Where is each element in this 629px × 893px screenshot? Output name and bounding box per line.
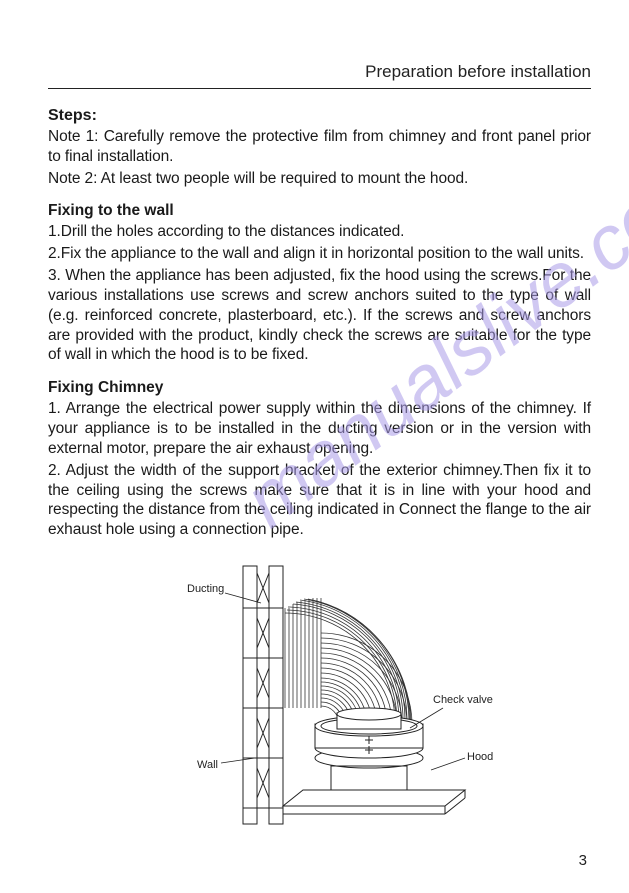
label-ducting: Ducting: [187, 583, 224, 595]
fixing-wall-title: Fixing to the wall: [48, 202, 591, 220]
note-2: Note 2: At least two people will be requ…: [48, 169, 591, 189]
fixing-wall-2: 2.Fix the appliance to the wall and alig…: [48, 244, 591, 264]
fixing-chimney-1: 1. Arrange the electrical power supply w…: [48, 399, 591, 458]
fixing-chimney-title: Fixing Chimney: [48, 379, 591, 397]
installation-diagram: Ducting Wall Check valve Hood: [135, 558, 505, 828]
steps-label: Steps:: [48, 107, 591, 125]
note-1: Note 1: Carefully remove the protective …: [48, 127, 591, 167]
label-check-valve: Check valve: [433, 694, 493, 706]
page-header: Preparation before installation: [48, 62, 591, 89]
fixing-wall-3: 3. When the appliance has been adjusted,…: [48, 266, 591, 365]
label-wall: Wall: [197, 759, 218, 771]
page-number: 3: [579, 852, 587, 869]
label-hood: Hood: [467, 751, 493, 763]
fixing-chimney-2: 2. Adjust the width of the support brack…: [48, 461, 591, 540]
fixing-wall-1: 1.Drill the holes according to the dista…: [48, 222, 591, 242]
